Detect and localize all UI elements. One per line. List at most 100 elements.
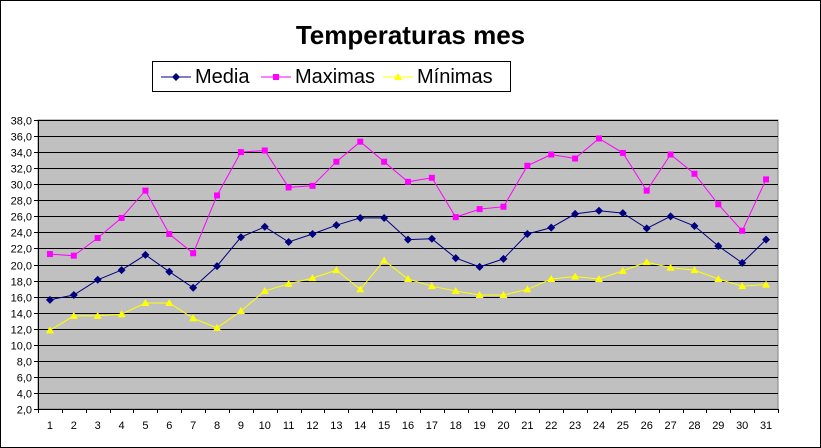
- data-point-media: [547, 223, 556, 232]
- data-point-minimas: [666, 263, 675, 271]
- data-point-maximas: [715, 201, 722, 208]
- data-point-maximas: [118, 214, 125, 221]
- y-tick-label: 16,0: [11, 293, 32, 305]
- data-point-minimas: [356, 285, 365, 293]
- legend-swatch-maximas: [261, 74, 291, 80]
- data-point-maximas: [500, 203, 507, 210]
- data-point-media: [618, 209, 627, 218]
- data-point-minimas: [380, 256, 389, 264]
- y-tick-label: 34,0: [11, 148, 32, 160]
- data-point-minimas: [475, 291, 484, 299]
- data-point-minimas: [547, 274, 556, 282]
- x-tick-label: 3: [95, 420, 101, 432]
- data-point-media: [69, 291, 78, 300]
- data-point-maximas: [595, 135, 602, 142]
- data-point-minimas: [594, 274, 603, 282]
- data-point-media: [666, 212, 675, 221]
- data-point-maximas: [667, 151, 674, 158]
- y-tick-label: 8,0: [17, 357, 32, 369]
- data-point-media: [475, 262, 484, 271]
- x-tick-label: 7: [190, 420, 196, 432]
- data-point-minimas: [523, 285, 532, 293]
- x-tick-label: 12: [306, 420, 318, 432]
- data-point-minimas: [618, 266, 627, 274]
- data-point-minimas: [690, 266, 699, 274]
- legend-label-maximas: Maximas: [295, 65, 376, 88]
- y-tick-label: 2,0: [17, 405, 32, 417]
- data-point-media: [93, 275, 102, 284]
- x-tick-label: 18: [450, 420, 462, 432]
- y-tick-label: 28,0: [11, 196, 32, 208]
- data-point-maximas: [70, 252, 77, 259]
- data-point-maximas: [428, 174, 435, 181]
- data-point-maximas: [166, 230, 173, 237]
- data-point-media: [45, 295, 54, 304]
- data-point-media: [189, 283, 198, 292]
- x-tick-label: 19: [473, 420, 485, 432]
- legend-label-minimas: Mínimas: [417, 65, 493, 88]
- x-tick-label: 23: [569, 420, 581, 432]
- data-point-maximas: [142, 187, 149, 194]
- data-point-maximas: [739, 227, 746, 234]
- x-tick-label: 30: [736, 420, 748, 432]
- data-point-minimas: [284, 279, 293, 287]
- data-point-minimas: [332, 266, 341, 274]
- x-tick-label: 27: [664, 420, 676, 432]
- data-point-maximas: [94, 235, 101, 242]
- data-point-maximas: [237, 149, 244, 156]
- data-point-minimas: [236, 307, 245, 315]
- x-tick-label: 6: [166, 420, 172, 432]
- data-point-media: [380, 213, 389, 222]
- data-point-media: [427, 234, 436, 243]
- data-point-maximas: [619, 149, 626, 156]
- x-tick-label: 31: [760, 420, 772, 432]
- data-point-media: [451, 254, 460, 263]
- data-point-maximas: [763, 176, 770, 183]
- data-point-media: [141, 250, 150, 259]
- data-point-minimas: [69, 311, 78, 319]
- data-point-media: [356, 213, 365, 222]
- data-point-media: [762, 235, 771, 244]
- legend-swatch-minimas: [383, 73, 413, 80]
- y-tick-label: 32,0: [11, 164, 32, 176]
- y-tick-label: 30,0: [11, 180, 32, 192]
- legend-label-media: Media: [195, 65, 250, 88]
- x-tick-label: 1: [47, 420, 53, 432]
- data-point-maximas: [285, 184, 292, 191]
- data-point-maximas: [452, 214, 459, 221]
- x-tick-label: 26: [641, 420, 653, 432]
- data-point-maximas: [405, 178, 411, 185]
- y-tick-label: 4,0: [17, 389, 32, 401]
- data-point-minimas: [308, 274, 317, 282]
- data-point-maximas: [261, 147, 268, 154]
- data-point-media: [404, 235, 412, 244]
- x-tick-label: 22: [545, 420, 557, 432]
- data-point-media: [571, 209, 580, 218]
- data-point-maximas: [333, 158, 340, 165]
- y-tick-label: 20,0: [11, 261, 32, 273]
- x-tick-label: 5: [142, 420, 148, 432]
- x-tick-label: 9: [238, 420, 244, 432]
- x-tick-label: 16: [402, 420, 414, 432]
- legend-swatch-media: [161, 73, 191, 81]
- data-point-media: [738, 258, 747, 267]
- x-tick-label: 10: [259, 420, 271, 432]
- y-tick-label: 38,0: [11, 116, 32, 128]
- x-tick-label: 4: [118, 420, 124, 432]
- data-point-maximas: [381, 158, 388, 165]
- data-point-minimas: [499, 291, 508, 299]
- data-point-media: [499, 254, 508, 263]
- y-tick-label: 6,0: [17, 373, 32, 385]
- y-tick-label: 22,0: [11, 244, 32, 256]
- data-point-media: [332, 221, 341, 230]
- data-point-maximas: [643, 187, 650, 194]
- data-point-maximas: [46, 251, 53, 258]
- data-point-minimas: [762, 280, 771, 288]
- data-point-minimas: [213, 323, 222, 331]
- data-point-minimas: [260, 286, 269, 294]
- x-tick-label: 17: [426, 420, 438, 432]
- data-point-minimas: [189, 314, 198, 322]
- data-point-maximas: [524, 162, 531, 169]
- legend-item-minimas: Mínimas: [383, 64, 493, 90]
